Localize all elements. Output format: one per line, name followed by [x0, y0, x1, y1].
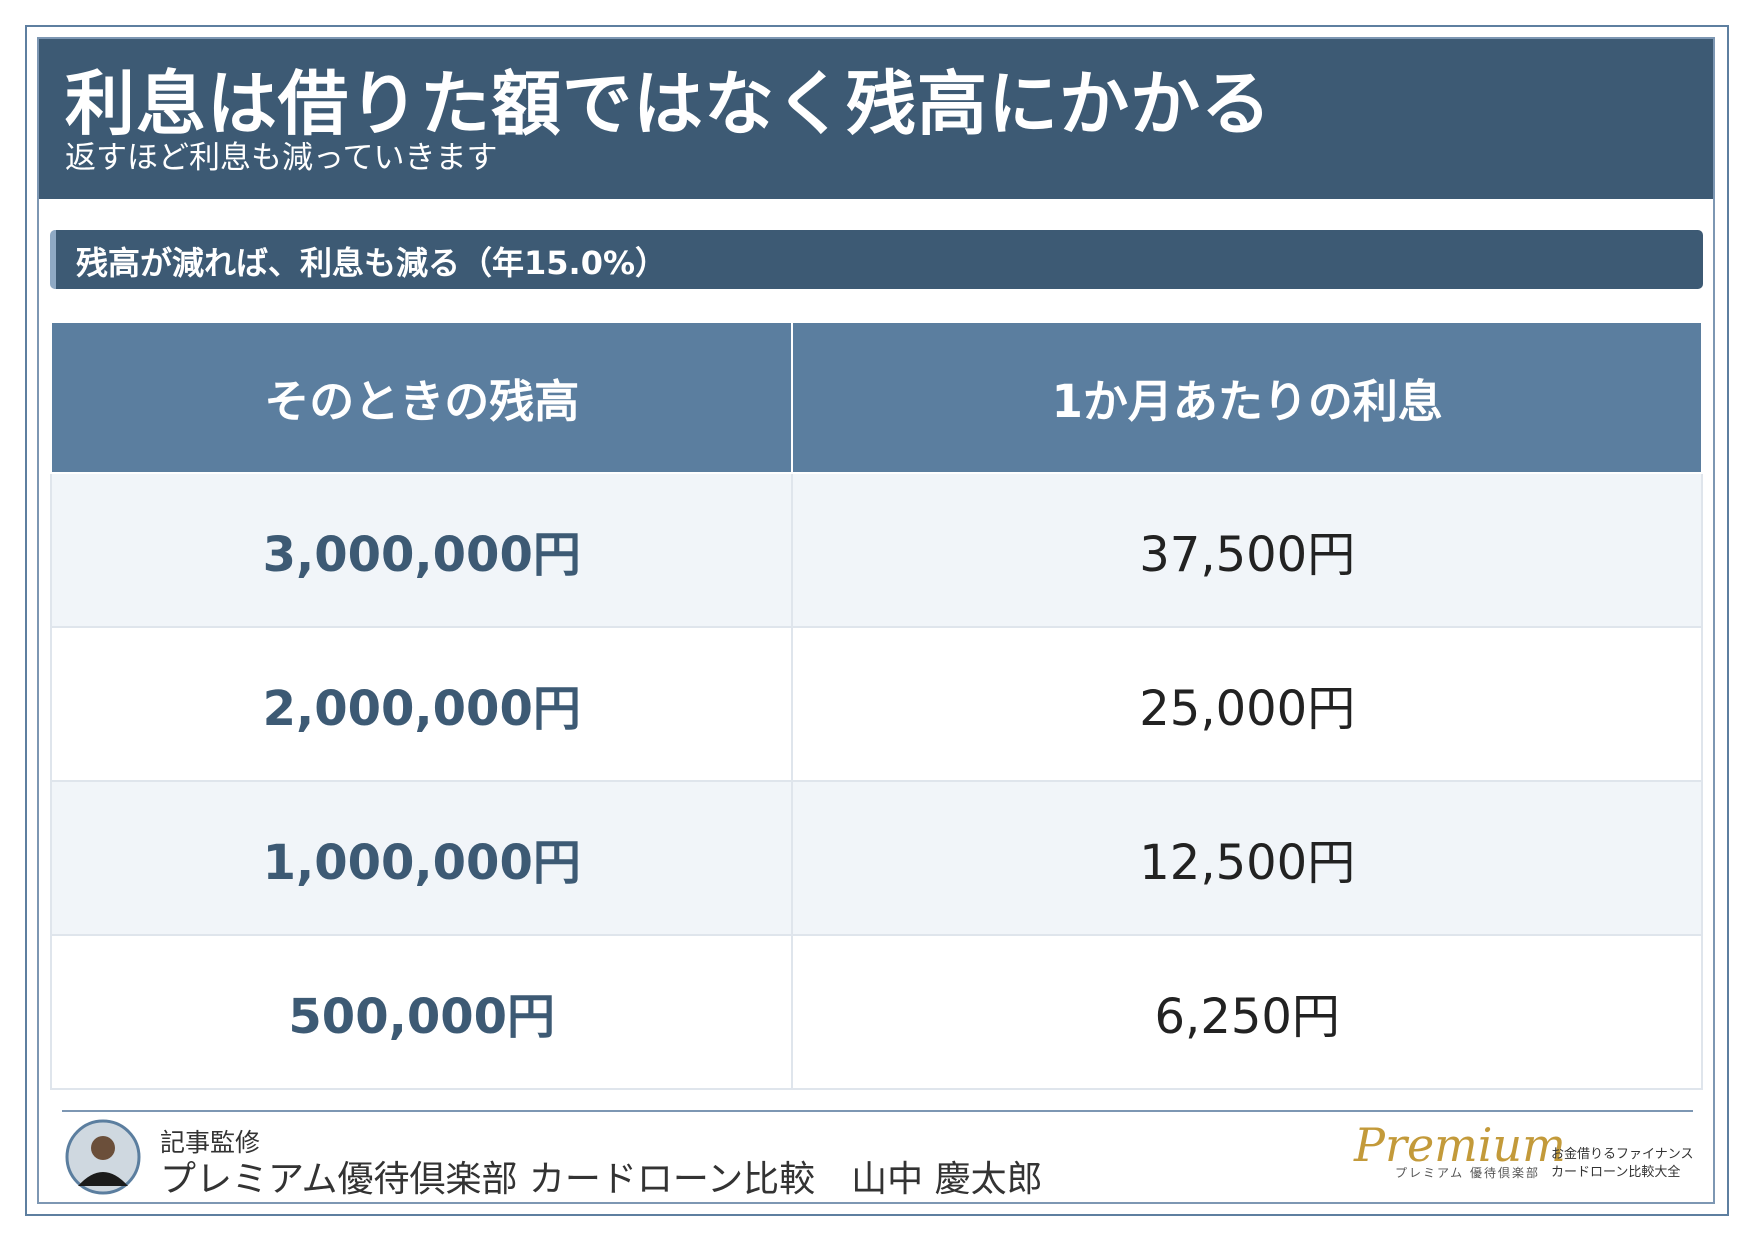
footer-line — [62, 1110, 1693, 1112]
section-title: 残高が減れば、利息も減る（年15.0%） — [76, 244, 668, 282]
logo-tagline: カードローン比較大全 — [1551, 1165, 1681, 1180]
table-row: 3,000,000円 37,500円 — [49, 472, 1703, 628]
logo-mark: Premium — [1354, 1118, 1566, 1172]
table-cell: 25,000円 — [791, 626, 1703, 782]
column-header: そのときの残高 — [49, 321, 794, 474]
table-row: 1,000,000円 12,500円 — [49, 780, 1703, 936]
header-row: そのときの残高 1か月あたりの利息 — [49, 321, 1703, 474]
column-header: 1か月あたりの利息 — [791, 321, 1703, 474]
table-body: 3,000,000円 37,500円 2,000,000円 25,000円 1,000,… — [49, 472, 1703, 1090]
table-row: 2,000,000円 25,000円 — [49, 626, 1703, 782]
table-cell: 12,500円 — [791, 780, 1703, 936]
table: そのときの残高 1か月あたりの利息 3,000,000円 37,500円 2,000,… — [49, 321, 1703, 1090]
outer-frame — [25, 25, 1729, 1216]
logo-tagline: お金借りるファイナンス — [1551, 1147, 1694, 1162]
table-cell: 2,000,000円 — [49, 626, 794, 782]
table-cell: 500,000円 — [49, 934, 794, 1090]
section-bar — [50, 230, 1703, 289]
header-band — [39, 39, 1713, 199]
table-cell: 1,000,000円 — [49, 780, 794, 936]
table-cell: 6,250円 — [791, 934, 1703, 1090]
logo-ruby: プレミアム 優待倶楽部 — [1395, 1166, 1540, 1180]
subtitle: 返すほど利息も減っていきます — [65, 140, 498, 176]
table-cell: 37,500円 — [791, 472, 1703, 628]
table-cell: 3,000,000円 — [49, 472, 794, 628]
inner-frame — [37, 37, 1715, 1204]
title: 利息は借りた額ではなく残高にかかる — [65, 63, 1272, 145]
avatar — [65, 1119, 141, 1195]
supervisor-label: 記事監修 — [160, 1128, 261, 1157]
supervisor-name: プレミアム優待倶楽部 カードローン比較 山中 慶太郎 — [160, 1159, 1043, 1200]
table-row: 500,000円 6,250円 — [49, 934, 1703, 1090]
